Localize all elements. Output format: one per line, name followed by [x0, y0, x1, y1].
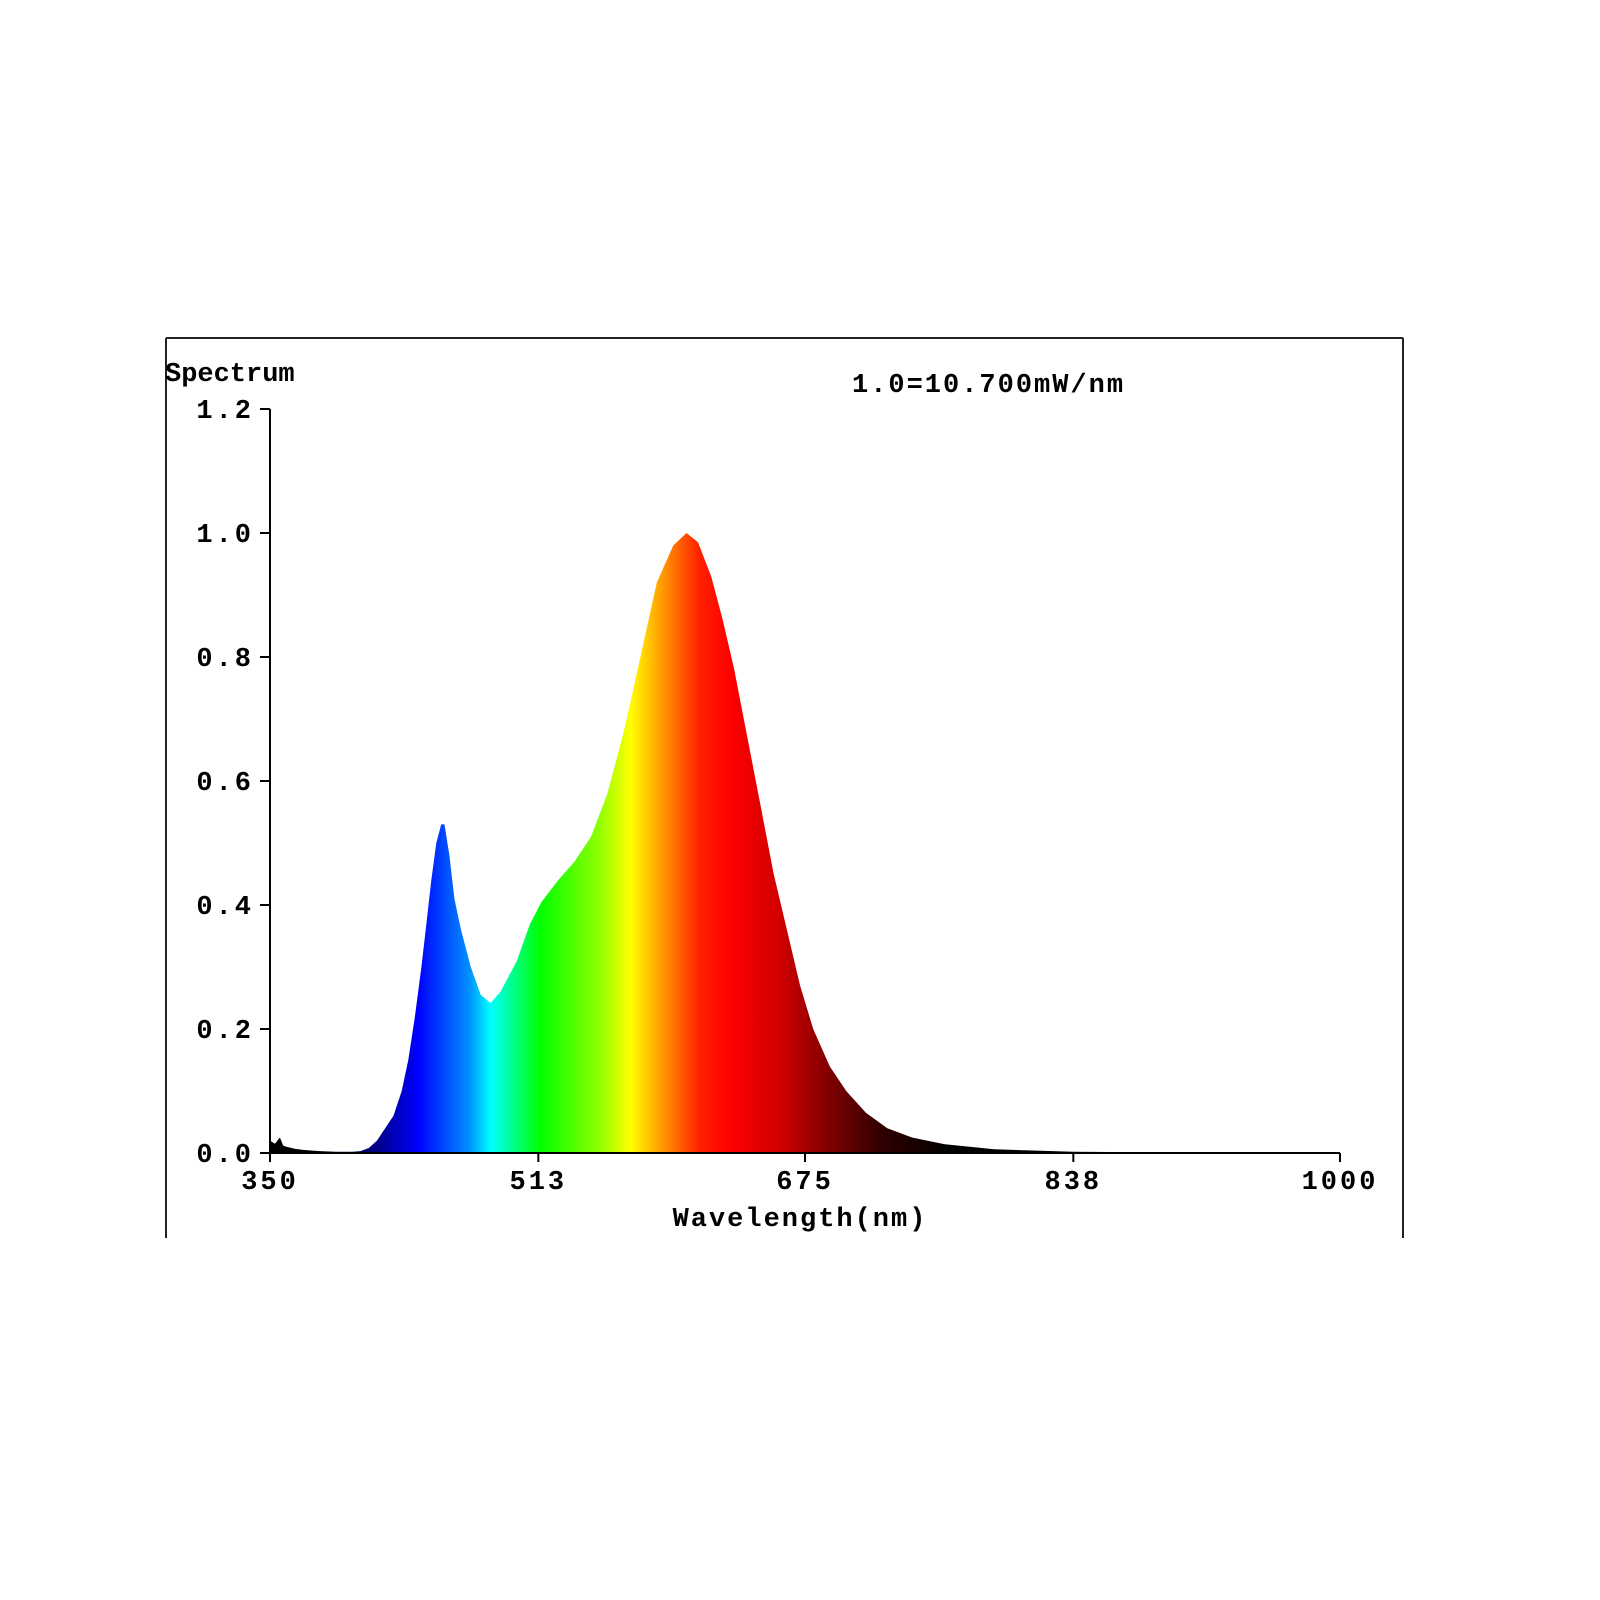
y-tick-label: 0.0 [196, 1141, 254, 1171]
x-axis-label: Wavelength(nm) [673, 1205, 928, 1235]
y-tick-label: 1.0 [196, 521, 254, 551]
y-tick-label: 0.6 [196, 769, 254, 799]
y-tick-label: 0.8 [196, 645, 254, 675]
x-tick-label: 1000 [1302, 1168, 1379, 1198]
y-tick-label: 1.2 [196, 397, 254, 427]
y-tick-label: 0.2 [196, 1017, 254, 1047]
x-tick-label: 350 [241, 1168, 299, 1198]
frame [165, 337, 1404, 1238]
spectrum-area [270, 533, 1340, 1153]
x-tick-label: 675 [776, 1168, 834, 1198]
x-tick-label: 513 [510, 1168, 568, 1198]
chart-title: Spectrum [165, 360, 295, 390]
y-tick-label: 0.4 [196, 893, 254, 923]
x-tick-label: 838 [1045, 1168, 1103, 1198]
scale-annotation: 1.0=10.700mW/nm [852, 371, 1125, 401]
